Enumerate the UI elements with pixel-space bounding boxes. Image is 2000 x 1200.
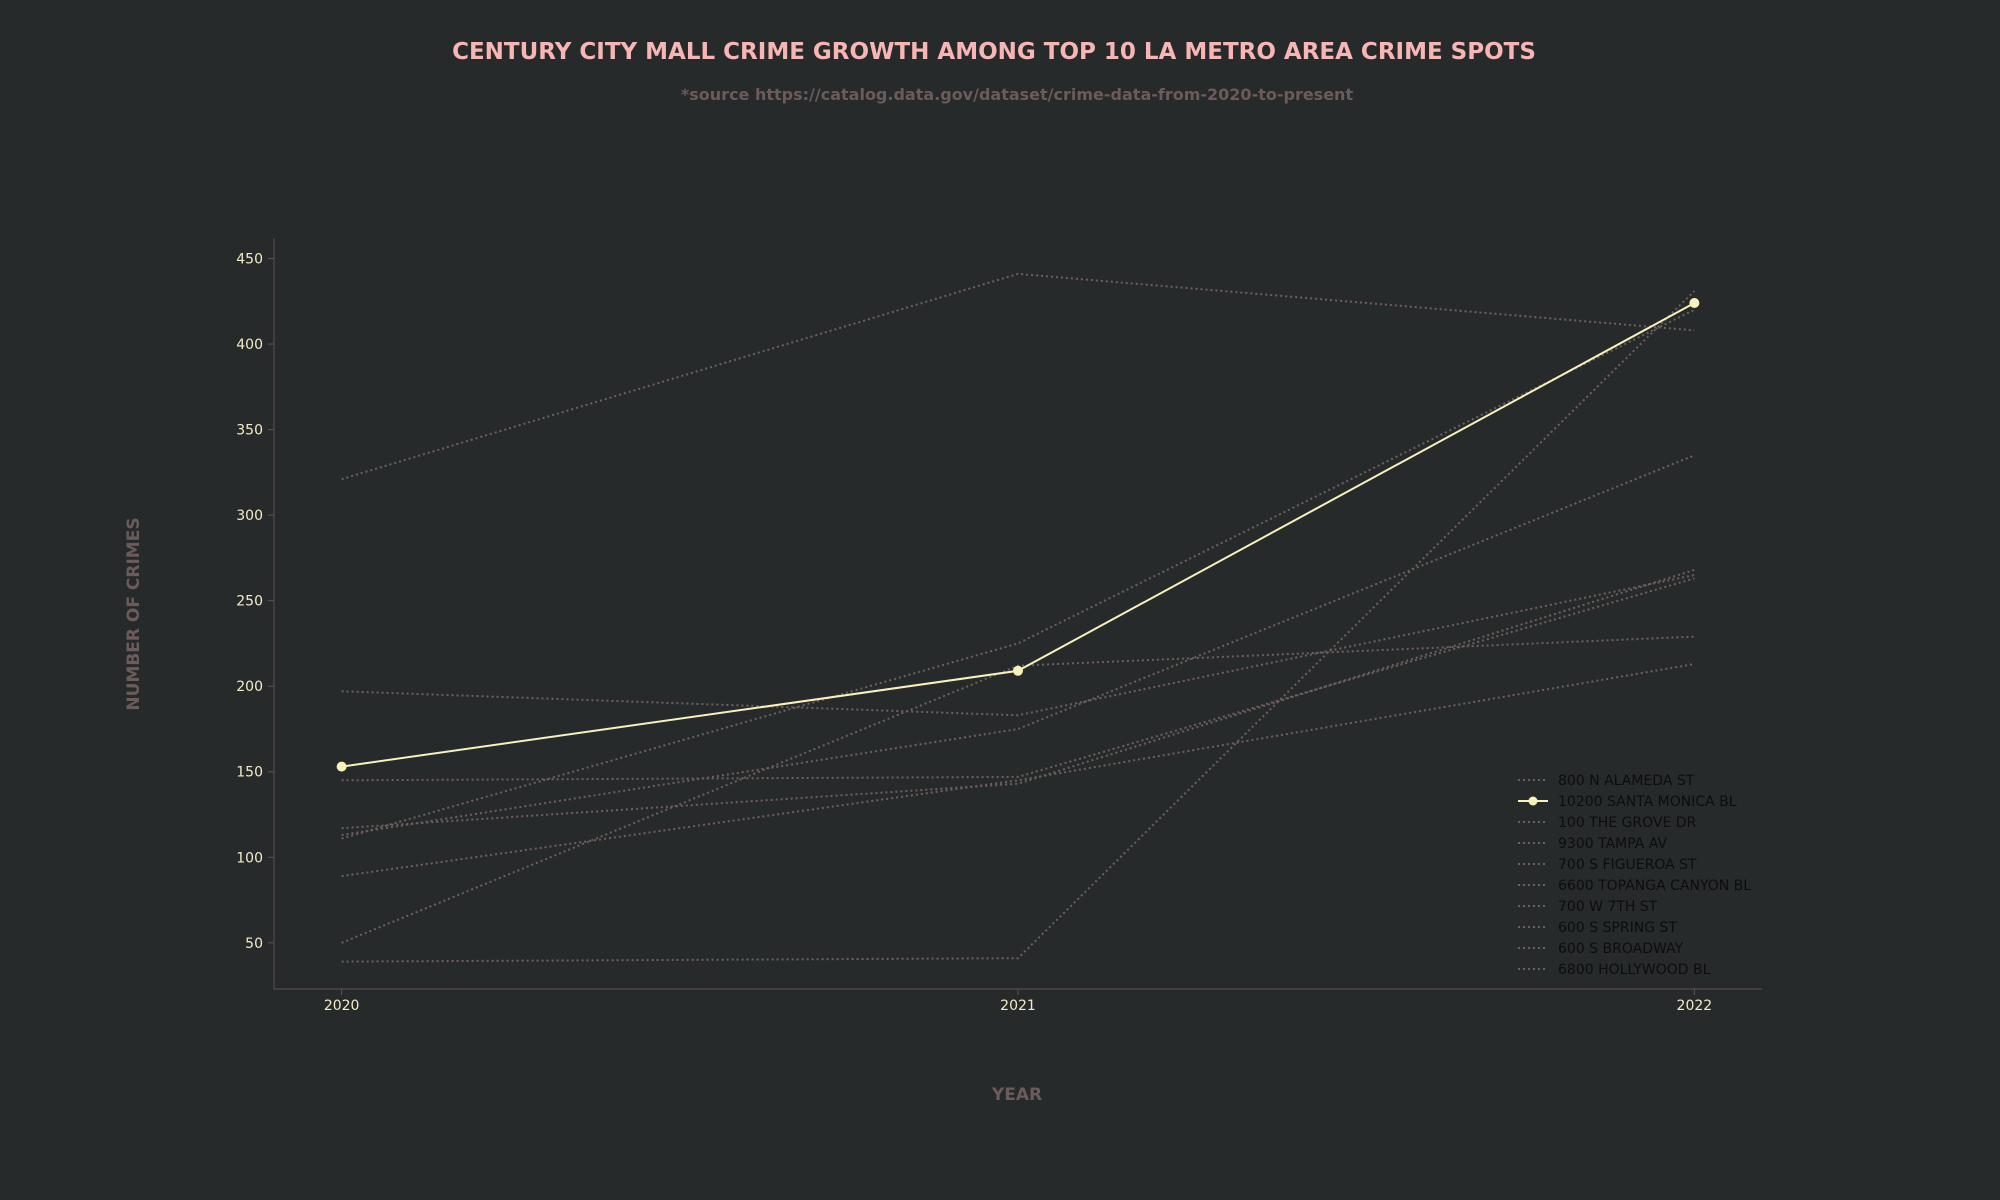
series-line-highlight xyxy=(341,302,1695,768)
x-tick-label: 2022 xyxy=(1677,998,1713,1014)
legend: 800 N ALAMEDA ST 10200 SANTA MONICA BL 100… xyxy=(1518,773,1751,978)
y-tick-label: 350 xyxy=(236,423,263,439)
legend-label: 800 N ALAMEDA ST xyxy=(1558,773,1695,789)
legend-label: 6600 TOPANGA CANYON BL xyxy=(1558,878,1751,894)
series-line xyxy=(341,272,1695,481)
y-axis-title: NUMBER OF CRIMES xyxy=(124,517,144,710)
axes xyxy=(273,238,1762,990)
y-tick-label: 100 xyxy=(236,850,263,866)
series-line xyxy=(341,663,1695,878)
x-axis-title: YEAR xyxy=(991,1085,1042,1105)
legend-label: 600 S BROADWAY xyxy=(1558,941,1684,957)
legend-label: 700 S FIGUEROA ST xyxy=(1558,857,1697,873)
series-point-highlight xyxy=(1689,298,1700,309)
series-line xyxy=(341,454,1695,836)
y-tick-label: 400 xyxy=(236,337,263,353)
legend-label: 600 S SPRING ST xyxy=(1558,920,1677,936)
legend-marker-highlight xyxy=(1528,796,1538,806)
legend-label: 6800 HOLLYWOOD BL xyxy=(1558,962,1711,978)
series-line xyxy=(341,290,1696,963)
series-point-highlight xyxy=(336,761,347,772)
y-axis-ticks: 50 100 150 200 250 300 350 400 450 xyxy=(236,252,274,952)
legend-label: 100 THE GROVE DR xyxy=(1558,815,1697,831)
x-tick-label: 2021 xyxy=(1000,998,1036,1014)
y-tick-label: 450 xyxy=(236,252,263,268)
y-tick-label: 200 xyxy=(236,679,263,695)
series-line xyxy=(341,568,1695,830)
series-line xyxy=(341,308,1695,840)
series-line xyxy=(341,577,1695,782)
highlight-series-group xyxy=(336,298,1700,772)
y-tick-label: 150 xyxy=(236,765,263,781)
series-line xyxy=(341,574,1695,717)
series-line xyxy=(341,635,1695,944)
series-point-highlight xyxy=(1013,665,1023,676)
legend-label: 10200 SANTA MONICA BL xyxy=(1558,794,1737,810)
x-axis-ticks: 2020 2021 2022 xyxy=(324,989,1712,1014)
chart-subtitle: *source https://catalog.data.gov/dataset… xyxy=(681,85,1354,104)
chart-title: CENTURY CITY MALL CRIME GROWTH AMONG TOP… xyxy=(452,39,1536,65)
x-tick-label: 2020 xyxy=(324,998,360,1014)
legend-label: 9300 TAMPA AV xyxy=(1558,836,1667,852)
y-tick-label: 300 xyxy=(236,508,263,524)
y-tick-label: 250 xyxy=(236,594,263,610)
legend-label: 700 W 7TH ST xyxy=(1558,899,1658,915)
dim-series-group xyxy=(341,272,1696,963)
y-tick-label: 50 xyxy=(245,936,263,952)
